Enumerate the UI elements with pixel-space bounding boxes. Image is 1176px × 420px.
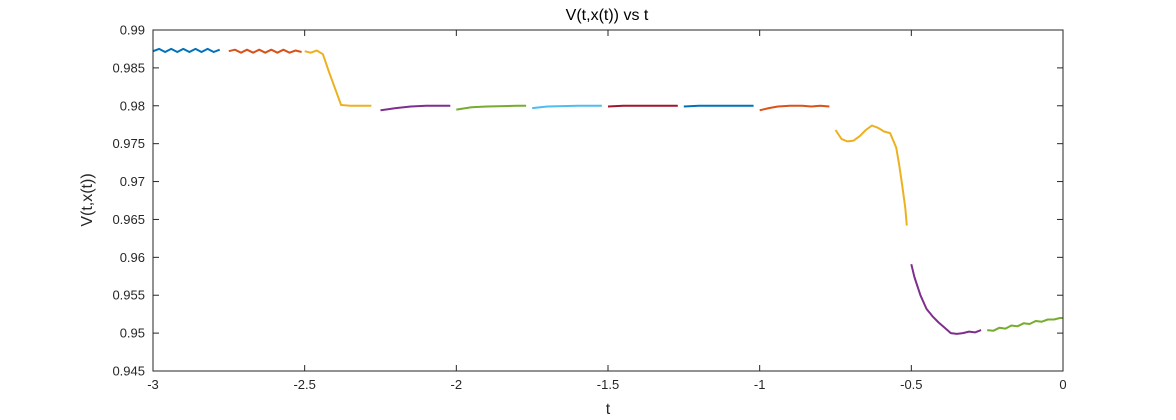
series-line-5 xyxy=(456,104,527,111)
y-tick-label: 0.96 xyxy=(120,250,145,265)
x-axis-label: t xyxy=(606,401,611,418)
x-tick-label: -3 xyxy=(147,377,159,392)
series-line-12 xyxy=(987,317,1063,332)
y-tick-label: 0.955 xyxy=(112,288,145,303)
axes-box xyxy=(152,29,1064,372)
y-tick-label: 0.975 xyxy=(112,136,145,151)
series-line-3 xyxy=(304,49,372,107)
series-line-6 xyxy=(532,104,602,110)
series-line-4 xyxy=(380,104,451,112)
x-tick-label: -1.5 xyxy=(597,377,619,392)
x-tick-label: -1 xyxy=(754,377,766,392)
y-tick-label: 0.97 xyxy=(120,174,145,189)
x-tick-label: -2 xyxy=(451,377,463,392)
chart-title: V(t,x(t)) vs t xyxy=(566,7,649,24)
y-axis-label: V(t,x(t)) xyxy=(79,173,96,226)
x-axis-ticks: -3 -2.5 -2 -1.5 -1 -0.5 0 xyxy=(147,30,1067,392)
x-tick-label: -2.5 xyxy=(293,377,315,392)
series-lines xyxy=(152,47,1063,335)
y-axis-ticks: 0.945 0.95 0.955 0.96 0.965 0.97 0.975 0.98 0.98… xyxy=(112,23,1063,379)
series-line-10 xyxy=(834,124,908,226)
series-line-7 xyxy=(607,104,678,108)
series-line-1 xyxy=(152,47,221,53)
y-tick-label: 0.99 xyxy=(120,23,145,38)
series-line-2 xyxy=(228,48,302,54)
y-tick-label: 0.945 xyxy=(112,364,145,379)
y-tick-label: 0.98 xyxy=(120,98,145,113)
series-line-11 xyxy=(910,263,982,335)
y-tick-label: 0.965 xyxy=(112,212,145,227)
series-line-9 xyxy=(759,104,830,112)
series-line-8 xyxy=(683,104,754,108)
x-tick-label: -0.5 xyxy=(900,377,922,392)
y-tick-label: 0.985 xyxy=(112,60,145,75)
y-tick-label: 0.95 xyxy=(120,326,145,341)
x-tick-label: 0 xyxy=(1059,377,1066,392)
